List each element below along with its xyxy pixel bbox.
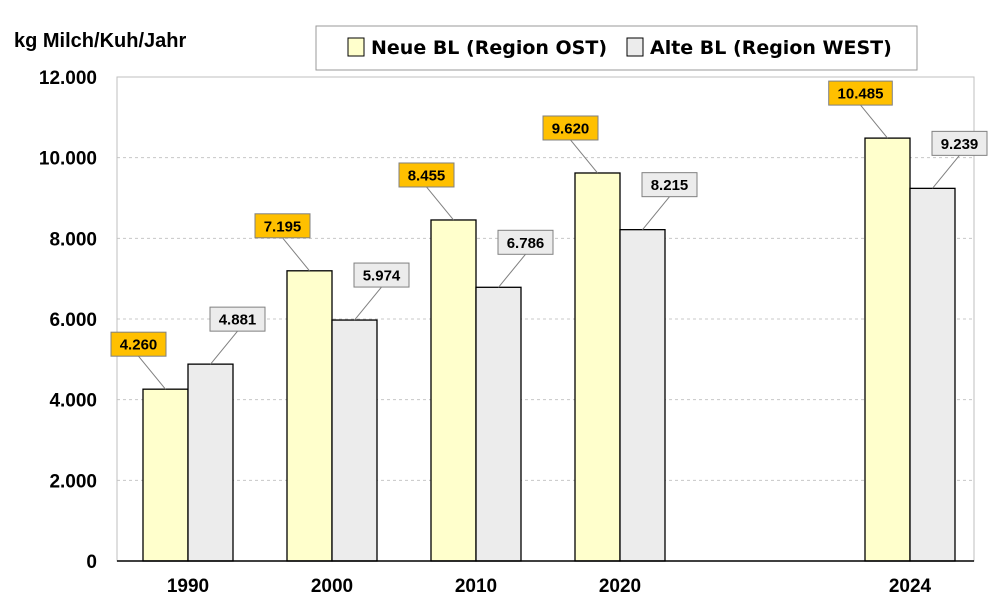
y-tick-label: 0	[86, 552, 97, 573]
y-axis-ticks: 0 2.000 4.000 6.000 8.000 10.000 12.000	[39, 68, 97, 573]
bar-west	[909, 187, 956, 562]
bar-ost	[430, 219, 477, 562]
label-leader-line	[642, 196, 670, 230]
y-tick-label: 10.000	[39, 149, 97, 170]
data-label-ost: 7.195	[264, 218, 302, 235]
legend-box	[315, 25, 918, 71]
legend-swatch-ost	[347, 37, 365, 57]
data-label-box-ost	[542, 115, 599, 141]
bars	[142, 137, 956, 562]
label-leader-line	[498, 253, 526, 288]
data-label-box-ost	[254, 213, 311, 239]
bar-ost	[864, 137, 911, 562]
legend-label-west: Alte BL (Region WEST)	[650, 37, 892, 59]
data-label-ost: 8.455	[408, 167, 446, 184]
bar-west	[619, 229, 666, 562]
label-leader-line	[932, 155, 960, 189]
x-axis-ticks: 1990 2000 2010 2020 2024	[167, 576, 932, 597]
data-label-west: 8.215	[651, 177, 689, 194]
data-label-box-west	[641, 172, 698, 198]
data-label-west: 9.239	[941, 136, 979, 153]
label-leader-line	[570, 139, 598, 174]
legend: Neue BL (Region OST) Alte BL (Region WES…	[315, 25, 918, 71]
y-tick-label: 12.000	[39, 68, 97, 89]
data-label-west: 4.881	[219, 312, 257, 329]
label-leader-line	[426, 186, 454, 221]
x-tick-label: 2024	[889, 576, 932, 597]
bar-ost	[142, 388, 189, 562]
bar-west	[475, 286, 522, 562]
bar-ost	[574, 172, 621, 562]
y-tick-label: 8.000	[49, 229, 97, 250]
data-label-box-west	[353, 262, 410, 288]
x-tick-label: 2020	[599, 576, 641, 597]
data-label-ost: 9.620	[552, 120, 590, 137]
data-label-box-west	[497, 229, 554, 255]
bar-ost	[286, 270, 333, 562]
x-tick-label: 2010	[455, 576, 497, 597]
label-leader-line	[138, 355, 166, 390]
y-tick-label: 6.000	[49, 310, 97, 331]
data-label-box-west	[931, 130, 988, 156]
data-labels: 4.260 7.195 8.455 9.620 10.485 4.881 5.974 6.78…	[110, 80, 988, 390]
data-label-ost: 4.260	[120, 337, 158, 354]
bar-west	[187, 363, 234, 562]
data-label-box-ost	[828, 80, 893, 106]
y-axis-title: kg Milch/Kuh/Jahr	[14, 30, 186, 52]
y-tick-label: 2.000	[49, 471, 97, 492]
bar-west	[331, 319, 378, 562]
data-label-ost: 10.485	[838, 86, 884, 103]
label-leader-line	[860, 104, 888, 139]
legend-swatch-west	[626, 37, 644, 57]
x-tick-label: 1990	[167, 576, 209, 597]
label-leader-line	[210, 330, 238, 365]
data-label-box-west	[209, 306, 266, 332]
data-label-box-ost	[398, 162, 455, 188]
data-label-west: 5.974	[363, 268, 401, 285]
data-label-box-ost	[110, 331, 167, 357]
legend-label-ost: Neue BL (Region OST)	[371, 37, 607, 59]
label-leader-line	[354, 286, 382, 321]
label-leader-line	[282, 237, 310, 272]
y-tick-label: 4.000	[49, 391, 97, 412]
data-label-west: 6.786	[507, 235, 545, 252]
x-tick-label: 2000	[311, 576, 353, 597]
